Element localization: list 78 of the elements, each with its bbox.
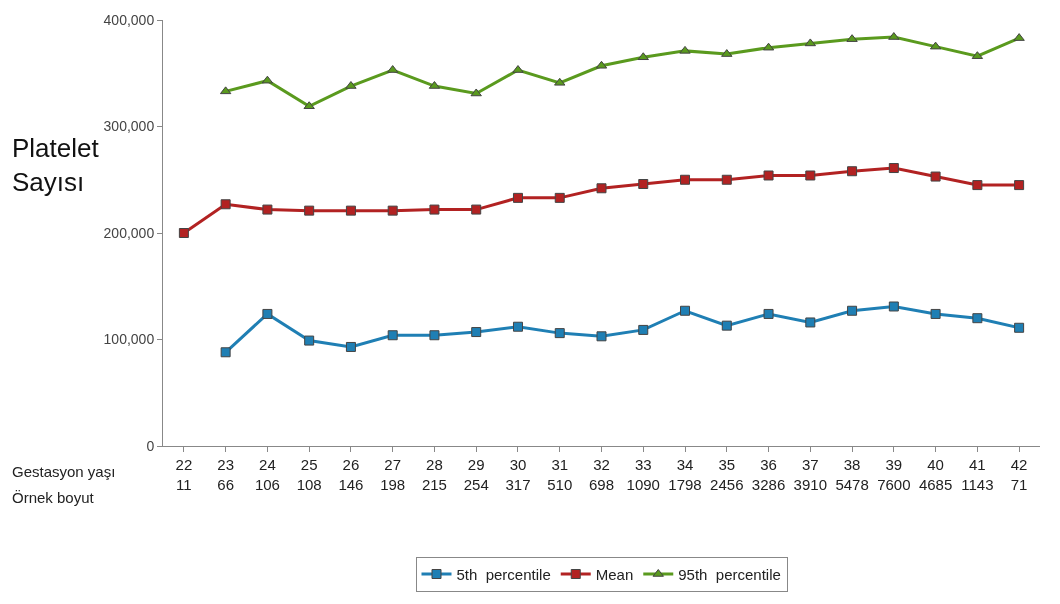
x-tick-label: 40 4685 bbox=[918, 456, 953, 493]
point bbox=[554, 192, 565, 203]
point bbox=[304, 205, 315, 216]
point bbox=[596, 331, 607, 342]
x-tick-label: 41 1143 bbox=[961, 456, 994, 493]
point bbox=[512, 321, 523, 332]
y-tick-label: 200,000 bbox=[103, 224, 155, 241]
point bbox=[679, 45, 691, 54]
point bbox=[763, 308, 774, 319]
point bbox=[554, 328, 565, 339]
point bbox=[387, 330, 398, 341]
x-tick-label: 27 198 bbox=[380, 456, 406, 493]
x-tick-label: 34 1798 bbox=[668, 456, 702, 493]
x-tick-label: 37 3910 bbox=[793, 456, 827, 493]
point bbox=[638, 324, 649, 335]
point bbox=[345, 341, 356, 352]
point bbox=[847, 305, 858, 316]
x-tick-label: 42 71 bbox=[1010, 456, 1028, 493]
x-tick-label: 28 215 bbox=[421, 456, 447, 493]
x-tick-label: 23 66 bbox=[217, 456, 234, 493]
point bbox=[888, 163, 899, 174]
point bbox=[972, 313, 983, 324]
legend-label: Mean bbox=[595, 565, 634, 583]
point bbox=[805, 317, 816, 328]
point bbox=[721, 320, 732, 331]
x-tick-label: 38 5478 bbox=[835, 456, 869, 493]
point bbox=[345, 205, 356, 216]
point bbox=[387, 205, 398, 216]
point bbox=[1014, 322, 1025, 333]
x-tick-label: 26 146 bbox=[338, 456, 364, 493]
y-tick-label: 0 bbox=[146, 437, 155, 454]
legend-label: 5th percentile bbox=[456, 565, 551, 583]
x-tick-label: 32 698 bbox=[588, 456, 615, 493]
x-tick-label: 33 1090 bbox=[626, 456, 660, 493]
point bbox=[303, 101, 315, 110]
point bbox=[637, 52, 649, 61]
point bbox=[930, 171, 941, 182]
point bbox=[220, 347, 231, 358]
y-tick-label: 100,000 bbox=[103, 331, 155, 348]
x-tick-label: 22 11 bbox=[175, 456, 193, 493]
legend-label: 95th percentile bbox=[678, 565, 781, 583]
point bbox=[721, 174, 732, 185]
point bbox=[1014, 180, 1025, 191]
point bbox=[429, 330, 440, 341]
point bbox=[680, 305, 691, 316]
point bbox=[972, 180, 983, 191]
text: Örnek boyut bbox=[12, 489, 95, 506]
x-tick-label: 25 108 bbox=[296, 456, 322, 493]
y-tick-label: 300,000 bbox=[103, 118, 155, 135]
point bbox=[471, 204, 482, 215]
point bbox=[847, 166, 858, 177]
x-tick-label: 30 317 bbox=[505, 456, 531, 493]
point bbox=[638, 179, 649, 190]
point bbox=[429, 204, 440, 215]
point bbox=[470, 88, 482, 97]
point bbox=[220, 199, 231, 210]
point bbox=[262, 308, 273, 319]
point bbox=[512, 192, 523, 203]
x-axis-title: Gestasyon yaşı bbox=[12, 463, 116, 480]
point bbox=[262, 204, 273, 215]
point bbox=[554, 77, 566, 86]
x-tick-label: 31 510 bbox=[547, 456, 573, 493]
x-tick-label: 36 3286 bbox=[751, 456, 786, 493]
point bbox=[596, 183, 607, 194]
point bbox=[680, 174, 691, 185]
point bbox=[304, 335, 315, 346]
point bbox=[888, 301, 899, 312]
point bbox=[763, 170, 774, 181]
x-tick-label: 35 2456 bbox=[710, 456, 744, 493]
point bbox=[805, 170, 816, 181]
point bbox=[471, 327, 482, 338]
point bbox=[930, 308, 941, 319]
x-tick-label: 29 254 bbox=[463, 456, 489, 493]
x-tick-label: 24 106 bbox=[254, 456, 280, 493]
point bbox=[178, 228, 189, 238]
y-tick-label: 400,000 bbox=[103, 11, 155, 28]
x-tick-label: 39 7600 bbox=[877, 456, 911, 493]
y-axis-title: Platelet Sayısı bbox=[12, 133, 100, 197]
